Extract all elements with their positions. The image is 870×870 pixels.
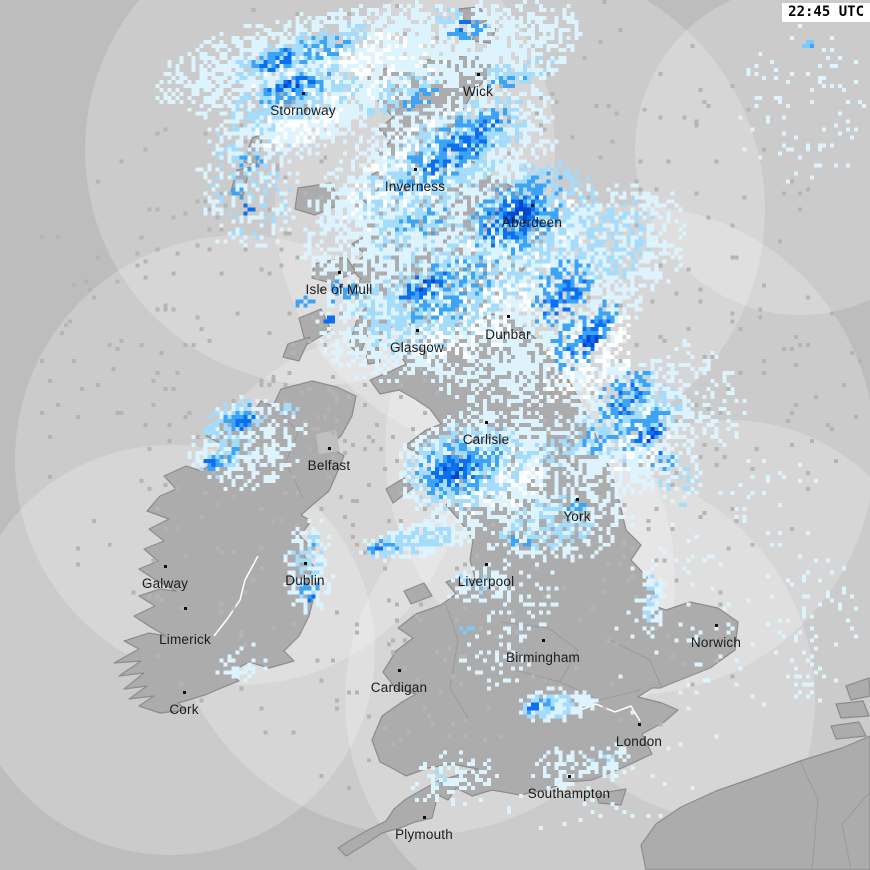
city-label: Birmingham [505, 650, 581, 665]
city-dot [416, 329, 419, 332]
city-label: Norwich [690, 635, 742, 650]
city-dot [531, 204, 534, 207]
city-label: Inverness [384, 179, 446, 194]
city-label: Galway [141, 576, 189, 591]
city-label: Wick [462, 84, 494, 99]
city-dot [414, 168, 417, 171]
city-label: Plymouth [395, 827, 453, 842]
city-dot [304, 562, 307, 565]
city-dot [183, 691, 186, 694]
city-dot [485, 563, 488, 566]
city-label: York [563, 509, 591, 524]
city-dot [328, 447, 331, 450]
city-dot [715, 624, 718, 627]
city-dot [302, 92, 305, 95]
city-dot [568, 775, 571, 778]
city-dot [638, 723, 641, 726]
city-label: Stornoway [270, 103, 336, 118]
city-label: Carlisle [462, 432, 510, 447]
city-label: Aberdeen [501, 215, 563, 230]
city-label: Glasgow [390, 340, 444, 355]
city-label: Limerick [159, 632, 211, 647]
city-dot [338, 271, 341, 274]
city-dot [485, 421, 488, 424]
city-label: Isle of Mull [305, 282, 373, 297]
city-dot [423, 816, 426, 819]
city-dot [398, 669, 401, 672]
city-label: Dunbar [485, 327, 531, 342]
city-dot [542, 639, 545, 642]
city-label: Dublin [285, 573, 325, 588]
city-dot [164, 565, 167, 568]
city-dot [576, 498, 579, 501]
city-label: Belfast [307, 458, 351, 473]
city-label: Cork [169, 702, 199, 717]
city-label: Liverpool [457, 574, 515, 589]
city-label: Cardigan [370, 680, 428, 695]
city-label: London [615, 734, 663, 749]
city-dot [477, 73, 480, 76]
timestamp-badge: 22:45 UTC [782, 3, 870, 22]
city-dot [507, 315, 510, 318]
city-dot [184, 607, 187, 610]
city-label: Southampton [527, 786, 611, 801]
